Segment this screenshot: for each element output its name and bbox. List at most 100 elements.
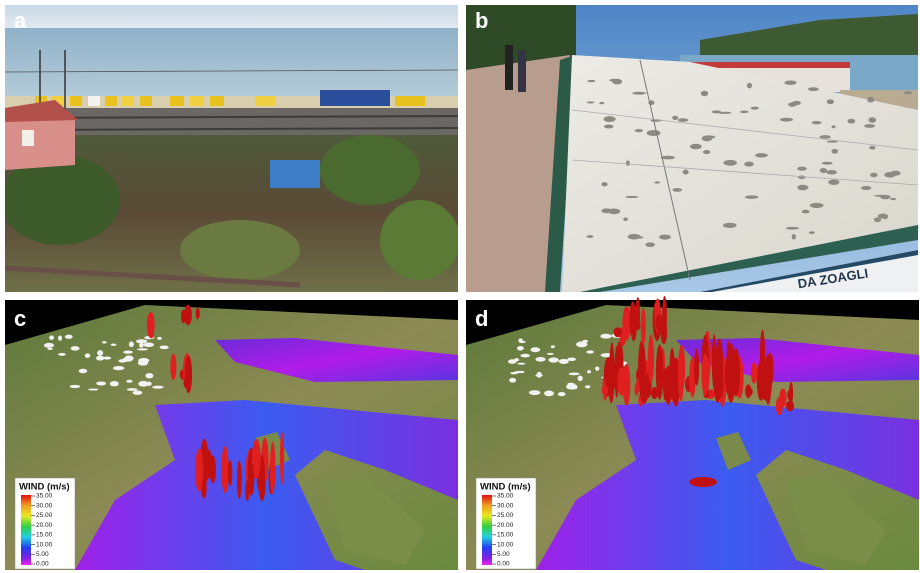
snow [110, 343, 117, 346]
hole [659, 234, 671, 240]
snow [518, 340, 526, 344]
snow [567, 357, 576, 362]
map-c: c WIND (m/s)35.00 30.00 25.00 20.00 15.00 10.0… [5, 300, 458, 570]
hole [645, 242, 656, 248]
hole [601, 182, 608, 187]
snow [568, 372, 580, 376]
island [716, 432, 751, 470]
hole [750, 106, 759, 110]
legend-label: 25.00 [36, 512, 53, 519]
snow [600, 353, 613, 358]
hole [826, 99, 835, 105]
wind-spike [195, 307, 200, 320]
snow [507, 359, 517, 364]
hole [869, 145, 876, 150]
wind-spike [655, 344, 664, 400]
snow [159, 345, 169, 350]
hole [779, 117, 794, 122]
hole [864, 124, 876, 128]
snow [516, 345, 524, 351]
wind-spike [756, 359, 766, 401]
colorbar [21, 495, 31, 565]
snow [102, 341, 107, 344]
snow [97, 350, 104, 356]
snow [43, 342, 55, 348]
hole [746, 82, 752, 89]
hole [755, 153, 768, 158]
sea [75, 400, 458, 570]
wind-spike [195, 448, 204, 492]
wind-spike [715, 338, 724, 391]
legend-label: 10.00 [497, 541, 514, 548]
snow [558, 359, 569, 365]
hole [744, 161, 754, 167]
hole [801, 209, 810, 214]
wind-spike [726, 359, 736, 403]
wind-spike [245, 479, 250, 502]
panel-label: c [14, 306, 26, 331]
snow [136, 348, 149, 351]
wind-spike [647, 334, 654, 384]
snow [587, 370, 592, 374]
snow [96, 355, 105, 361]
hole [821, 161, 833, 165]
hole [660, 155, 675, 160]
wind-spike [227, 460, 233, 487]
hole [826, 140, 839, 143]
snow [535, 356, 546, 362]
sea [215, 338, 458, 382]
snow [118, 359, 127, 363]
wind-spike [750, 362, 758, 384]
snow [145, 372, 154, 379]
snow [137, 360, 149, 366]
wind-spike [629, 301, 637, 338]
wind-spike [651, 387, 658, 400]
snow [566, 383, 578, 390]
snow [78, 368, 88, 374]
snow [96, 381, 107, 386]
wind-spike [613, 327, 623, 338]
wind-spike [258, 467, 266, 501]
hole [700, 90, 709, 97]
snow [557, 391, 566, 397]
hole [890, 170, 901, 176]
wind-spike [183, 378, 189, 389]
hole [723, 159, 737, 166]
hole [603, 116, 616, 123]
wind-spike [184, 304, 192, 326]
wind-spike [662, 368, 668, 401]
snow [135, 339, 148, 344]
wind-spike [775, 397, 783, 416]
hole [860, 185, 872, 191]
snow [138, 380, 149, 387]
snow [520, 353, 530, 358]
hole [718, 111, 732, 114]
snow [58, 335, 63, 341]
hole [798, 175, 806, 180]
hole [722, 222, 737, 228]
map-d: d WIND (m/s)35.00 30.00 25.00 20.00 15.00 10.0… [466, 295, 919, 570]
wind-spike [604, 357, 613, 389]
snow [546, 352, 554, 355]
snow [528, 390, 541, 396]
snow [47, 347, 53, 350]
hole [877, 213, 889, 219]
legend-label: 0.00 [36, 561, 49, 568]
legend-label: 5.00 [497, 551, 510, 558]
hole [603, 124, 614, 129]
snow [576, 341, 588, 348]
hole [819, 168, 828, 174]
panel-label: a [14, 8, 27, 33]
hole [702, 150, 711, 155]
snow [123, 350, 133, 354]
hole [677, 118, 689, 122]
legend-title: WIND (m/s) [480, 482, 531, 493]
hole [587, 79, 596, 83]
snow [157, 336, 162, 340]
wind-spike [601, 385, 609, 396]
hole [867, 96, 875, 103]
wind-spike [655, 314, 664, 331]
snow [128, 341, 134, 348]
wind-spike [693, 348, 700, 386]
